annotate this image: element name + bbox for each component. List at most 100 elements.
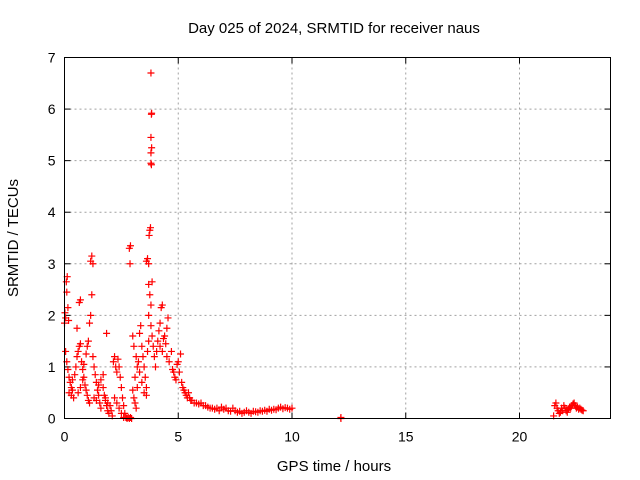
data-point	[147, 161, 155, 169]
data-point	[119, 394, 127, 402]
x-tick-labels: 0 5 10 15 20	[61, 429, 528, 445]
data-point	[64, 304, 72, 312]
data-point	[84, 337, 92, 345]
data-point	[139, 353, 147, 361]
data-point	[101, 394, 109, 402]
data-point	[145, 231, 153, 239]
data-point	[178, 378, 186, 386]
data-point	[146, 224, 154, 232]
y-tick-label: 7	[48, 50, 56, 66]
data-point	[154, 337, 162, 345]
data-point	[129, 332, 137, 340]
plot-frame	[64, 57, 611, 419]
data-point	[93, 386, 101, 394]
data-point	[68, 386, 76, 394]
data-point	[563, 408, 571, 416]
data-point	[161, 332, 169, 340]
x-axis-label: GPS time / hours	[277, 458, 391, 475]
data-point	[72, 363, 80, 371]
data-point	[172, 376, 180, 384]
data-point	[92, 396, 100, 404]
data-point	[81, 381, 89, 389]
data-point	[140, 363, 148, 371]
data-point	[89, 260, 97, 268]
data-point	[141, 373, 149, 381]
data-point	[79, 366, 87, 374]
data-point	[337, 413, 345, 421]
data-point	[126, 242, 134, 250]
data-point	[76, 340, 84, 348]
data-point	[111, 394, 119, 402]
data-point	[130, 394, 138, 402]
y-tick-labels: 0 1 2 3 4 5 6 7	[48, 50, 56, 427]
data-point	[136, 368, 144, 376]
data-point	[95, 381, 103, 389]
data-point	[163, 353, 171, 361]
data-point	[76, 296, 84, 304]
data-point	[116, 373, 124, 381]
data-point	[144, 347, 152, 355]
data-point	[552, 399, 560, 407]
data-point	[62, 347, 70, 355]
data-point	[86, 399, 94, 407]
data-point	[99, 371, 107, 379]
data-point	[145, 337, 153, 345]
data-point	[65, 317, 73, 325]
data-point	[158, 347, 166, 355]
data-point	[155, 327, 163, 335]
data-point	[109, 358, 117, 366]
data-point	[113, 399, 121, 407]
y-tick-label: 1	[48, 359, 56, 375]
data-point	[74, 347, 82, 355]
data-point	[99, 384, 107, 392]
data-point	[115, 404, 123, 412]
data-point	[131, 373, 139, 381]
data-point	[80, 360, 88, 368]
data-point	[73, 353, 81, 361]
data-point	[167, 347, 175, 355]
y-tick-label: 0	[48, 411, 56, 427]
data-point	[97, 376, 105, 384]
y-axis-label: SRMTID / TECUs	[5, 179, 22, 297]
data-point	[88, 291, 96, 299]
data-point	[142, 384, 150, 392]
data-point	[83, 342, 91, 350]
data-point	[73, 324, 81, 332]
data-point	[288, 404, 296, 412]
data-point	[88, 252, 96, 260]
x-tick-label: 15	[398, 429, 414, 445]
data-point	[579, 407, 587, 415]
y-tick-label: 2	[48, 307, 56, 323]
data-point	[126, 413, 134, 421]
data-point	[165, 358, 173, 366]
data-point	[138, 378, 146, 386]
y-tick-label: 3	[48, 256, 56, 272]
data-point	[64, 366, 72, 374]
data-point	[137, 322, 145, 330]
data-point	[133, 384, 141, 392]
data-point	[113, 368, 121, 376]
data-point	[74, 389, 82, 397]
data-point	[133, 363, 141, 371]
data-point	[150, 353, 158, 361]
data-point	[147, 149, 155, 157]
data-point	[145, 260, 153, 268]
data-point	[144, 255, 152, 263]
data-point	[152, 363, 159, 371]
data-point	[114, 355, 122, 363]
data-point	[147, 133, 155, 141]
data-point	[163, 324, 171, 332]
data-points	[61, 69, 587, 422]
data-point	[106, 402, 114, 410]
data-point	[82, 386, 90, 394]
data-point	[83, 391, 91, 399]
data-point	[132, 404, 140, 412]
chart-title: Day 025 of 2024, SRMTID for receiver nau…	[188, 20, 480, 37]
data-point	[97, 404, 105, 412]
data-point	[147, 69, 155, 77]
data-point	[142, 391, 150, 399]
y-tick-label: 4	[48, 204, 56, 220]
data-point	[146, 291, 154, 299]
data-point	[120, 402, 128, 410]
